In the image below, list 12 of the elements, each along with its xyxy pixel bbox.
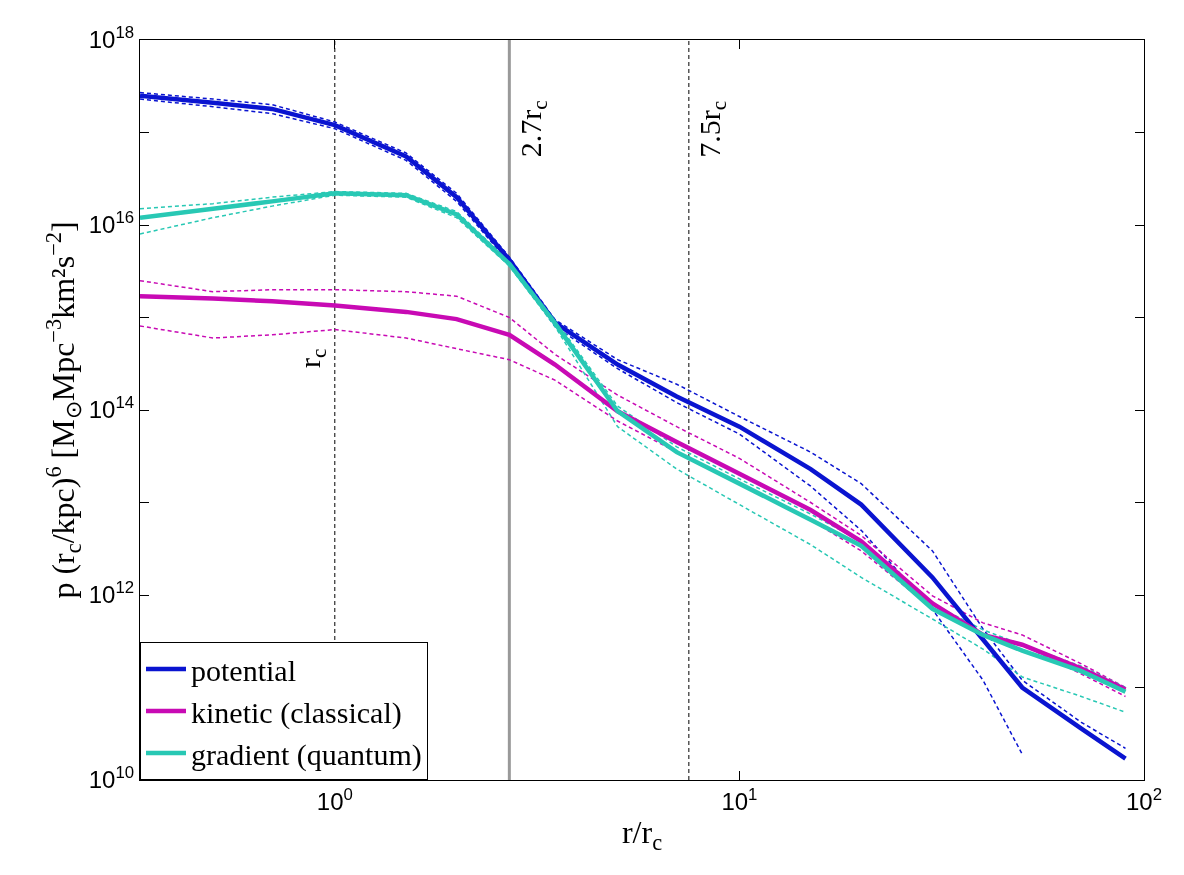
legend-label: potential	[191, 653, 296, 687]
x-tick-label: 10$^{0}$	[316, 784, 353, 815]
y-tick-label: 10$^{12}$	[88, 578, 135, 609]
legend-label: kinetic (classical)	[191, 695, 402, 730]
x-tick-label: 10$^{1}$	[721, 784, 758, 815]
y-tick-label: 10$^{14}$	[88, 393, 135, 424]
y-tick-label: 10$^{18}$	[88, 23, 135, 54]
y-tick-label: 10$^{16}$	[88, 208, 135, 239]
y-tick-label: 10$^{10}$	[88, 763, 135, 794]
legend-label: gradient (quantum)	[191, 737, 422, 772]
x-tick-label: 10$^{2}$	[1125, 784, 1163, 815]
x-axis-title: r/r$_{c}$	[621, 813, 663, 855]
